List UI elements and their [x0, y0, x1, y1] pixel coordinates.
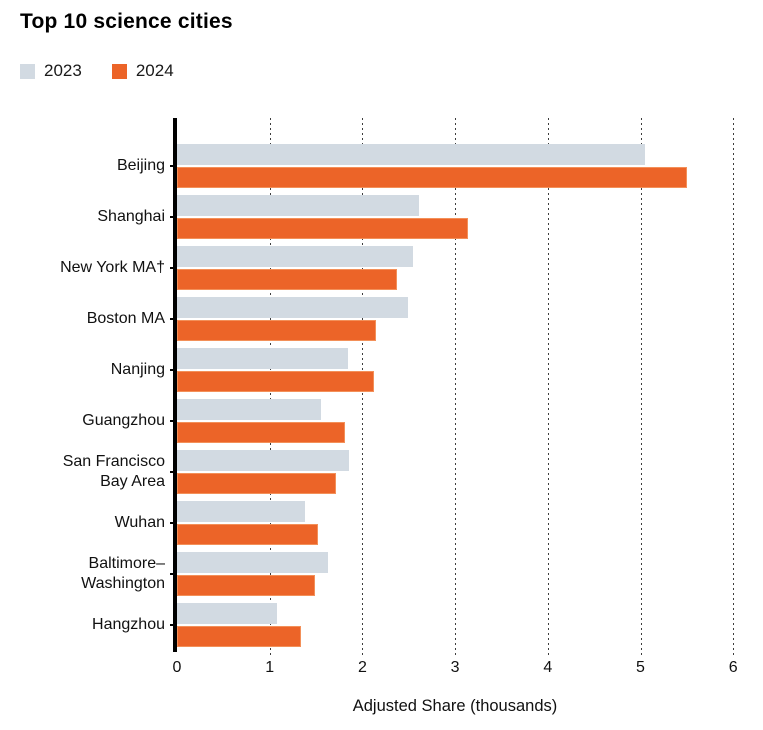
- x-tick-label-3: 3: [450, 659, 460, 676]
- bar-2023: [177, 246, 413, 267]
- gridline-6: [733, 118, 735, 655]
- legend-item-2023: 2023: [20, 61, 82, 81]
- category-label: Boston MA: [0, 297, 177, 341]
- category-label-line: New York MA†: [60, 259, 165, 276]
- category-label: Hangzhou: [0, 603, 177, 647]
- bar-2023: [177, 603, 277, 624]
- category-label: New York MA†: [0, 246, 177, 290]
- legend-label-2023: 2023: [44, 61, 82, 80]
- x-axis-tick-labels: 0 1 2 3 4 5 6: [173, 659, 747, 679]
- bar-2023: [177, 399, 321, 420]
- y-axis-tick: [170, 573, 177, 575]
- category-label: Beijing: [0, 144, 177, 188]
- bar-pair: [177, 399, 345, 443]
- category-label-line: Hangzhou: [92, 616, 165, 633]
- bar-group: New York MA†: [0, 246, 763, 290]
- x-tick-label-1: 1: [265, 659, 275, 676]
- bar-group: Beijing: [0, 144, 763, 188]
- bar-2024: [177, 320, 376, 341]
- category-label: Baltimore– Washington: [0, 552, 177, 596]
- category-label-line: Baltimore–: [88, 555, 165, 572]
- chart-title: Top 10 science cities: [20, 10, 233, 33]
- bar-2023: [177, 552, 328, 573]
- bar-2024: [177, 218, 468, 239]
- category-label-line: Nanjing: [110, 361, 165, 378]
- bar-2023: [177, 450, 349, 471]
- y-axis-tick: [170, 420, 177, 422]
- bar-2023: [177, 144, 645, 165]
- gridline-3: [455, 118, 457, 655]
- bar-2023: [177, 501, 305, 522]
- category-label: Nanjing: [0, 348, 177, 392]
- bar-group: Guangzhou: [0, 399, 763, 443]
- x-axis-title: Adjusted Share (thousands): [352, 697, 558, 715]
- bar-group: Boston MA: [0, 297, 763, 341]
- bar-pair: [177, 195, 468, 239]
- bar-pair: [177, 144, 687, 188]
- bar-group: Wuhan: [0, 501, 763, 545]
- x-tick-label-5: 5: [636, 659, 645, 676]
- category-label: San Francisco Bay Area: [0, 450, 177, 494]
- y-axis-tick: [170, 471, 177, 473]
- bar-2024: [177, 524, 318, 545]
- bar-group: Nanjing: [0, 348, 763, 392]
- bar-2023: [177, 297, 408, 318]
- legend-item-2024: 2024: [111, 61, 174, 81]
- x-tick-label-0: 0: [172, 659, 182, 676]
- y-axis-tick: [170, 318, 177, 320]
- category-label-line: San Francisco: [62, 453, 165, 470]
- category-label-line: Guangzhou: [82, 412, 165, 429]
- bar-2024: [177, 626, 301, 647]
- bar-pair: [177, 246, 413, 290]
- bar-pair: [177, 348, 374, 392]
- category-label: Wuhan: [0, 501, 177, 545]
- legend-swatch-2024: [111, 63, 127, 79]
- bar-2024: [177, 371, 374, 392]
- category-label-line: Beijing: [116, 157, 165, 174]
- x-tick-label-6: 6: [728, 659, 738, 676]
- y-axis-tick: [170, 165, 177, 167]
- x-tick-label-2: 2: [357, 659, 367, 676]
- category-label-line: Bay Area: [100, 473, 165, 490]
- bar-pair: [177, 552, 328, 596]
- gridline-5: [640, 118, 642, 655]
- bar-2023: [177, 348, 348, 369]
- bar-2024: [177, 422, 345, 443]
- bar-rows: Beijing Shanghai New York MA† Boston MA Nanj…: [0, 118, 763, 654]
- bar-group: Baltimore– Washington: [0, 552, 763, 596]
- bar-2024: [177, 269, 397, 290]
- bar-group: Shanghai: [0, 195, 763, 239]
- legend: 2023 2024: [20, 61, 174, 81]
- y-axis-tick: [170, 369, 177, 371]
- bar-2024: [177, 473, 336, 494]
- gridline-4: [547, 118, 549, 655]
- bar-group: Hangzhou: [0, 603, 763, 647]
- legend-swatch-2023: [20, 63, 35, 79]
- x-tick-label-4: 4: [543, 659, 553, 676]
- y-axis-tick: [170, 624, 177, 626]
- y-axis-tick: [170, 522, 177, 524]
- legend-label-2024: 2024: [135, 61, 174, 80]
- category-label: Guangzhou: [0, 399, 177, 443]
- category-label-line: Shanghai: [97, 208, 165, 225]
- bar-group: San Francisco Bay Area: [0, 450, 763, 494]
- bar-2024: [177, 167, 687, 188]
- category-label: Shanghai: [0, 195, 177, 239]
- category-label-line: Wuhan: [114, 514, 165, 531]
- bar-pair: [177, 501, 318, 545]
- category-label-line: Washington: [81, 575, 165, 592]
- y-axis-tick: [170, 267, 177, 269]
- bar-pair: [177, 297, 408, 341]
- bar-pair: [177, 603, 301, 647]
- bar-pair: [177, 450, 349, 494]
- bar-2024: [177, 575, 315, 596]
- category-label-line: Boston MA: [86, 310, 165, 327]
- bar-2023: [177, 195, 419, 216]
- y-axis-line: [173, 118, 177, 652]
- y-axis-tick: [170, 216, 177, 218]
